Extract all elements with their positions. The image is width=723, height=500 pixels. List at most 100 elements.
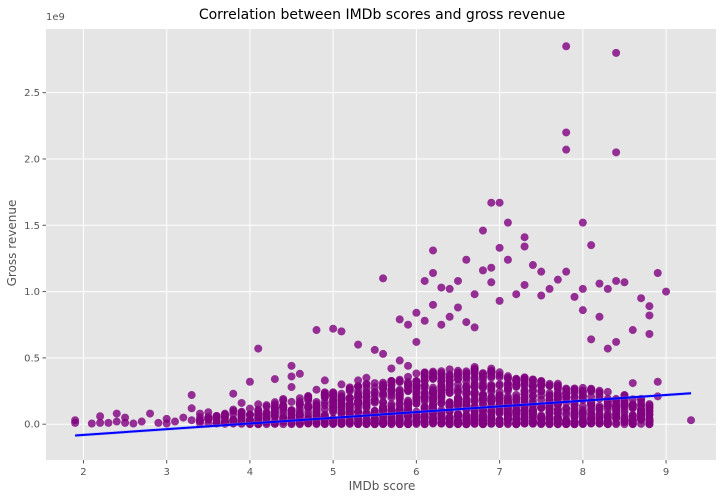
scatter-point xyxy=(229,389,238,398)
scatter-point xyxy=(404,361,413,370)
scatter-point xyxy=(370,345,379,354)
scatter-point xyxy=(387,364,396,373)
scatter-point xyxy=(628,419,637,428)
scatter-point xyxy=(204,408,213,417)
scatter-point xyxy=(354,340,363,349)
scatter-point xyxy=(379,274,388,283)
scatter-point xyxy=(420,377,429,386)
scatter-point xyxy=(204,414,213,423)
scatter-point xyxy=(445,413,454,422)
scatter-point xyxy=(245,404,254,413)
scatter-point xyxy=(578,218,587,227)
scatter-point xyxy=(512,393,521,402)
scatter-point xyxy=(628,410,637,419)
scatter-point xyxy=(528,417,537,426)
scatter-point xyxy=(462,415,471,424)
scatter-point xyxy=(587,335,596,344)
scatter-point xyxy=(620,414,629,423)
scatter-point xyxy=(595,402,604,411)
scatter-point xyxy=(595,391,604,400)
scatter-point xyxy=(287,406,296,415)
scatter-point xyxy=(254,409,263,418)
scatter-point xyxy=(337,327,346,336)
scatter-point xyxy=(562,128,571,137)
scatter-point xyxy=(620,420,629,429)
scatter-point xyxy=(187,391,196,400)
scatter-point xyxy=(603,284,612,293)
scatter-point xyxy=(578,386,587,395)
scatter-point xyxy=(503,255,512,264)
scatter-point xyxy=(304,393,313,402)
scatter-point xyxy=(645,406,654,415)
scatter-point xyxy=(437,283,446,292)
scatter-point xyxy=(495,395,504,404)
scatter-point xyxy=(429,246,438,255)
scatter-point xyxy=(187,416,196,425)
scatter-point xyxy=(337,380,346,389)
scatter-point xyxy=(312,326,321,335)
scatter-point xyxy=(603,410,612,419)
scatter-point xyxy=(578,284,587,293)
scatter-point xyxy=(478,383,487,392)
scatter-point xyxy=(379,349,388,358)
scatter-point xyxy=(345,417,354,426)
scatter-point xyxy=(562,145,571,154)
scatter-point xyxy=(470,290,479,299)
scatter-point xyxy=(487,263,496,272)
scatter-point xyxy=(495,373,504,382)
scatter-point xyxy=(603,401,612,410)
scatter-point xyxy=(520,413,529,422)
scatter-point xyxy=(254,344,263,353)
scatter-point xyxy=(187,404,196,413)
scatter-point xyxy=(453,375,462,384)
scatter-point xyxy=(420,276,429,285)
scatter-point xyxy=(612,276,621,285)
scatter-point xyxy=(453,409,462,418)
scatter-point xyxy=(429,415,438,424)
scatter-point xyxy=(628,401,637,410)
scatter-point xyxy=(354,408,363,417)
scatter-point xyxy=(387,400,396,409)
x-tick-label: 5 xyxy=(330,467,336,478)
scatter-point xyxy=(553,381,562,390)
scatter-point xyxy=(495,296,504,305)
scatter-point xyxy=(370,392,379,401)
scatter-point xyxy=(628,326,637,335)
scatter-point xyxy=(320,388,329,397)
scatter-point xyxy=(229,405,238,414)
scatter-point xyxy=(320,410,329,419)
scatter-point xyxy=(520,380,529,389)
scatter-point xyxy=(487,407,496,416)
scatter-point xyxy=(329,388,338,397)
scatter-point xyxy=(262,408,271,417)
scatter-point xyxy=(537,378,546,387)
scatter-point xyxy=(462,390,471,399)
scatter-point xyxy=(237,398,246,407)
scatter-point xyxy=(279,401,288,410)
scatter-point xyxy=(662,287,671,296)
scatter-point xyxy=(404,320,413,329)
scatter-point xyxy=(545,284,554,293)
scatter-point xyxy=(121,418,130,427)
scatter-point xyxy=(478,419,487,428)
scatter-point xyxy=(195,409,204,418)
scatter-point xyxy=(453,303,462,312)
scatter-point xyxy=(495,380,504,389)
scatter-point xyxy=(445,284,454,293)
y-tick-label: 0.5 xyxy=(24,353,40,364)
scatter-point xyxy=(587,241,596,250)
scatter-point xyxy=(379,384,388,393)
scatter-point xyxy=(379,378,388,387)
scatter-point xyxy=(112,417,121,426)
scatter-point xyxy=(229,416,238,425)
scatter-point xyxy=(503,405,512,414)
scatter-point xyxy=(570,292,579,301)
scatter-point xyxy=(420,316,429,325)
scatter-point xyxy=(453,384,462,393)
scatter-point xyxy=(395,400,404,409)
scatter-point xyxy=(354,399,363,408)
scatter-point xyxy=(578,306,587,315)
scatter-point xyxy=(171,417,180,426)
scatter-point xyxy=(603,420,612,429)
